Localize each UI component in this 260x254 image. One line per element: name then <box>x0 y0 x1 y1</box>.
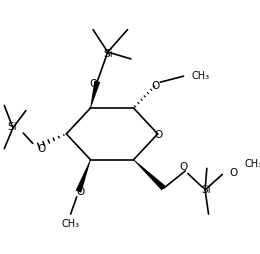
Polygon shape <box>133 160 166 190</box>
Polygon shape <box>90 81 100 108</box>
Text: O: O <box>154 130 163 140</box>
Text: O: O <box>89 79 97 89</box>
Text: O: O <box>152 81 160 91</box>
Text: O: O <box>229 168 237 178</box>
Text: O: O <box>37 144 46 153</box>
Text: CH₃: CH₃ <box>62 219 80 229</box>
Text: O: O <box>179 162 188 172</box>
Text: CH₃: CH₃ <box>191 71 209 81</box>
Polygon shape <box>76 160 91 193</box>
Text: Si: Si <box>201 185 211 195</box>
Text: CH₃: CH₃ <box>245 159 260 169</box>
Text: Si: Si <box>104 49 113 59</box>
Text: Si: Si <box>7 122 17 132</box>
Text: O: O <box>76 187 84 197</box>
